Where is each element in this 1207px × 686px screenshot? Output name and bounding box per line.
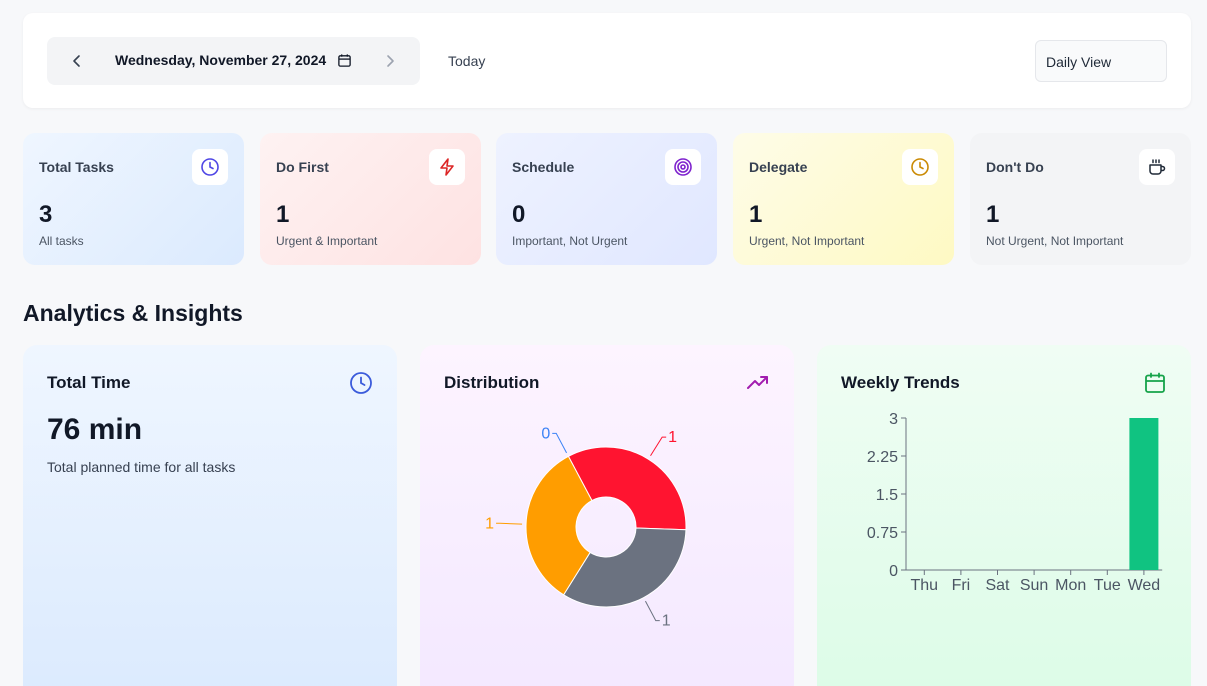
bar[interactable] (1129, 418, 1159, 570)
clock-icon (350, 372, 372, 394)
stat-title: Do First (276, 159, 329, 175)
x-tick-label: Wed (1128, 577, 1161, 594)
y-tick-label: 0 (889, 563, 898, 580)
stat-value: 1 (749, 201, 763, 228)
calendar-icon (1145, 372, 1165, 393)
stat-card-do-first: Do First 1 Urgent & Important (260, 133, 481, 265)
donut-slice[interactable] (567, 446, 687, 531)
clock-icon (911, 158, 929, 176)
x-tick-label: Fri (952, 577, 971, 594)
weekly-trends-panel: Weekly Trends 0 0.75 1.5 2.25 3 Thu Fri Sat Sun M… (817, 345, 1191, 686)
donut-label: 0 (541, 425, 550, 442)
stat-value: 1 (986, 201, 1000, 228)
total-time-subtitle: Total planned time for all tasks (47, 459, 236, 475)
donut-label: 1 (668, 429, 677, 446)
x-tick-label: Mon (1055, 577, 1086, 594)
donut-label-line (650, 436, 667, 457)
y-tick-label: 1.5 (876, 487, 898, 504)
stat-card-dont-do: Don't Do 1 Not Urgent, Not Important (970, 133, 1191, 265)
stat-subtitle: Urgent, Not Important (749, 234, 865, 248)
donut-label: 1 (485, 515, 494, 532)
stat-value: 0 (512, 201, 526, 228)
calendar-picker-button[interactable] (335, 51, 353, 69)
donut-label-line (552, 432, 568, 454)
stat-value: 1 (276, 201, 290, 228)
weekly-trends-bar-chart: 0 0.75 1.5 2.25 3 Thu Fri Sat Sun Mon Tue Wed (867, 411, 1163, 594)
stat-card-schedule: Schedule 0 Important, Not Urgent (496, 133, 717, 265)
stat-title: Delegate (749, 159, 808, 175)
coffee-icon (1149, 159, 1166, 175)
stat-subtitle: Urgent & Important (276, 234, 378, 248)
x-tick-label: Sat (985, 577, 1010, 594)
y-tick-label: 3 (889, 411, 898, 428)
chevron-left-icon (73, 55, 80, 67)
total-time-value: 76 min (47, 413, 143, 446)
date-toolbar: Wednesday, November 27, 2024 Today Daily… (23, 13, 1191, 108)
section-title: Analytics & Insights (23, 300, 243, 326)
stat-title: Total Tasks (39, 159, 114, 175)
view-mode-select[interactable]: Daily View (1035, 40, 1167, 82)
target-icon (674, 158, 692, 176)
x-tick-label: Thu (911, 577, 939, 594)
lightning-icon (440, 158, 454, 176)
y-tick-label: 2.25 (867, 449, 898, 466)
calendar-icon (337, 53, 351, 67)
stat-subtitle: Not Urgent, Not Important (986, 234, 1124, 248)
panel-title: Total Time (47, 373, 131, 392)
stat-card-total-tasks: Total Tasks 3 All tasks (23, 133, 244, 265)
panel-title: Distribution (444, 373, 540, 392)
total-time-panel: Total Time 76 min Total planned time for… (23, 345, 397, 686)
x-tick-label: Sun (1020, 577, 1048, 594)
y-tick-label: 0.75 (867, 525, 898, 542)
chevron-right-icon (387, 55, 394, 67)
donut-label-line (496, 522, 523, 525)
stat-title: Don't Do (986, 159, 1044, 175)
distribution-panel: Distribution 1 1 1 0 (420, 345, 794, 686)
stat-value: 3 (39, 201, 53, 228)
x-tick-label: Tue (1094, 577, 1121, 594)
donut-label-line (644, 600, 660, 622)
stat-subtitle: Important, Not Urgent (512, 234, 628, 248)
previous-day-button[interactable] (65, 49, 89, 73)
stat-card-delegate: Delegate 1 Urgent, Not Important (733, 133, 954, 265)
date-navigator: Wednesday, November 27, 2024 (47, 37, 420, 85)
donut-label: 1 (662, 613, 671, 630)
clock-icon (201, 158, 219, 176)
trending-up-icon (747, 376, 768, 389)
stat-title: Schedule (512, 159, 575, 175)
current-date: Wednesday, November 27, 2024 (115, 52, 327, 68)
panel-title: Weekly Trends (841, 373, 960, 392)
stat-subtitle: All tasks (39, 234, 84, 248)
donut-slice[interactable] (525, 455, 593, 596)
today-button[interactable]: Today (448, 53, 486, 69)
donut-slice[interactable] (562, 527, 687, 608)
distribution-donut-chart: 1 1 1 0 (485, 425, 687, 630)
next-day-button[interactable] (378, 49, 402, 73)
